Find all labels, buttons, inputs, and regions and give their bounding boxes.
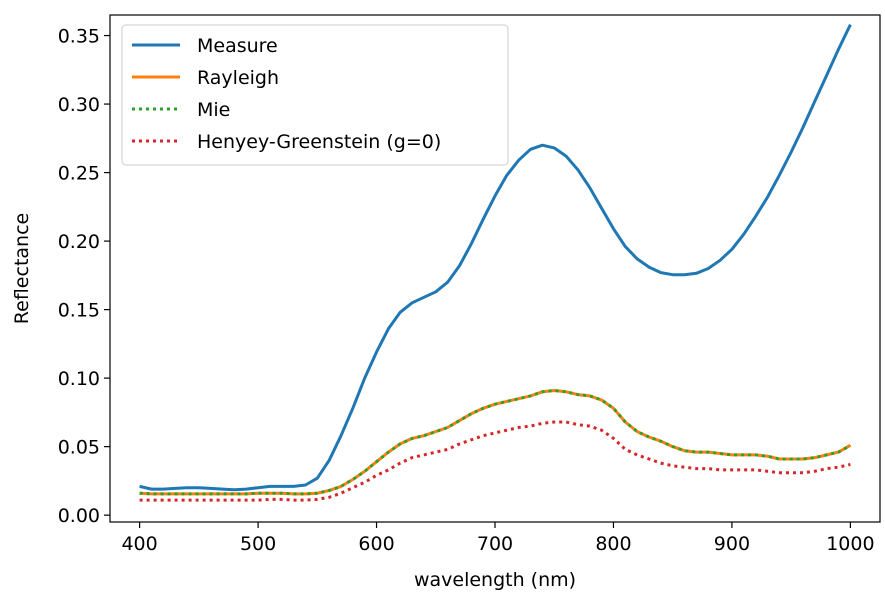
legend-box [121,24,509,166]
y-tick-label: 0.20 [58,231,100,253]
series-line-rayleigh [139,389,852,496]
legend-item-henyey-greenstein: Henyey-Greenstein (g=0) [132,131,441,153]
y-axis-label: Reflectance [11,213,33,324]
y-tick-label: 0.10 [58,368,100,390]
legend-label-henyey-greenstein: Henyey-Greenstein (g=0) [197,131,441,153]
y-tick-label: 0.25 [58,163,100,185]
x-tick-label: 400 [121,533,157,555]
x-axis-label: wavelength (nm) [414,569,576,591]
series-layer [139,23,852,502]
legend-item-measure: Measure [132,35,278,57]
x-tick-label: 900 [714,533,750,555]
y-tick-label: 0.30 [58,94,100,116]
series-line-henyey-greenstein-g-0 [139,420,851,502]
legend: Measure Rayleigh Mie Henyey-Greenstein (… [121,24,509,166]
x-tick-label: 600 [358,533,394,555]
series-line-mie [139,389,852,496]
y-tick-label: 0.15 [58,300,100,322]
axis-ticks: 400 500 600 700 800 900 1000 0.00 0.05 0.10 0.15 0.… [58,26,875,555]
x-tick-label: 700 [477,533,513,555]
legend-label-mie: Mie [197,99,230,121]
legend-label-rayleigh: Rayleigh [197,67,279,89]
legend-item-rayleigh: Rayleigh [132,67,279,89]
legend-item-mie: Mie [132,99,230,121]
y-tick-label: 0.05 [58,437,100,459]
series-line-measure [139,23,852,492]
x-tick-label: 500 [240,533,276,555]
y-tick-label: 0.35 [58,26,100,48]
legend-label-measure: Measure [197,35,278,57]
x-tick-label: 800 [595,533,631,555]
y-tick-label: 0.00 [58,505,100,527]
x-tick-label: 1000 [826,533,874,555]
